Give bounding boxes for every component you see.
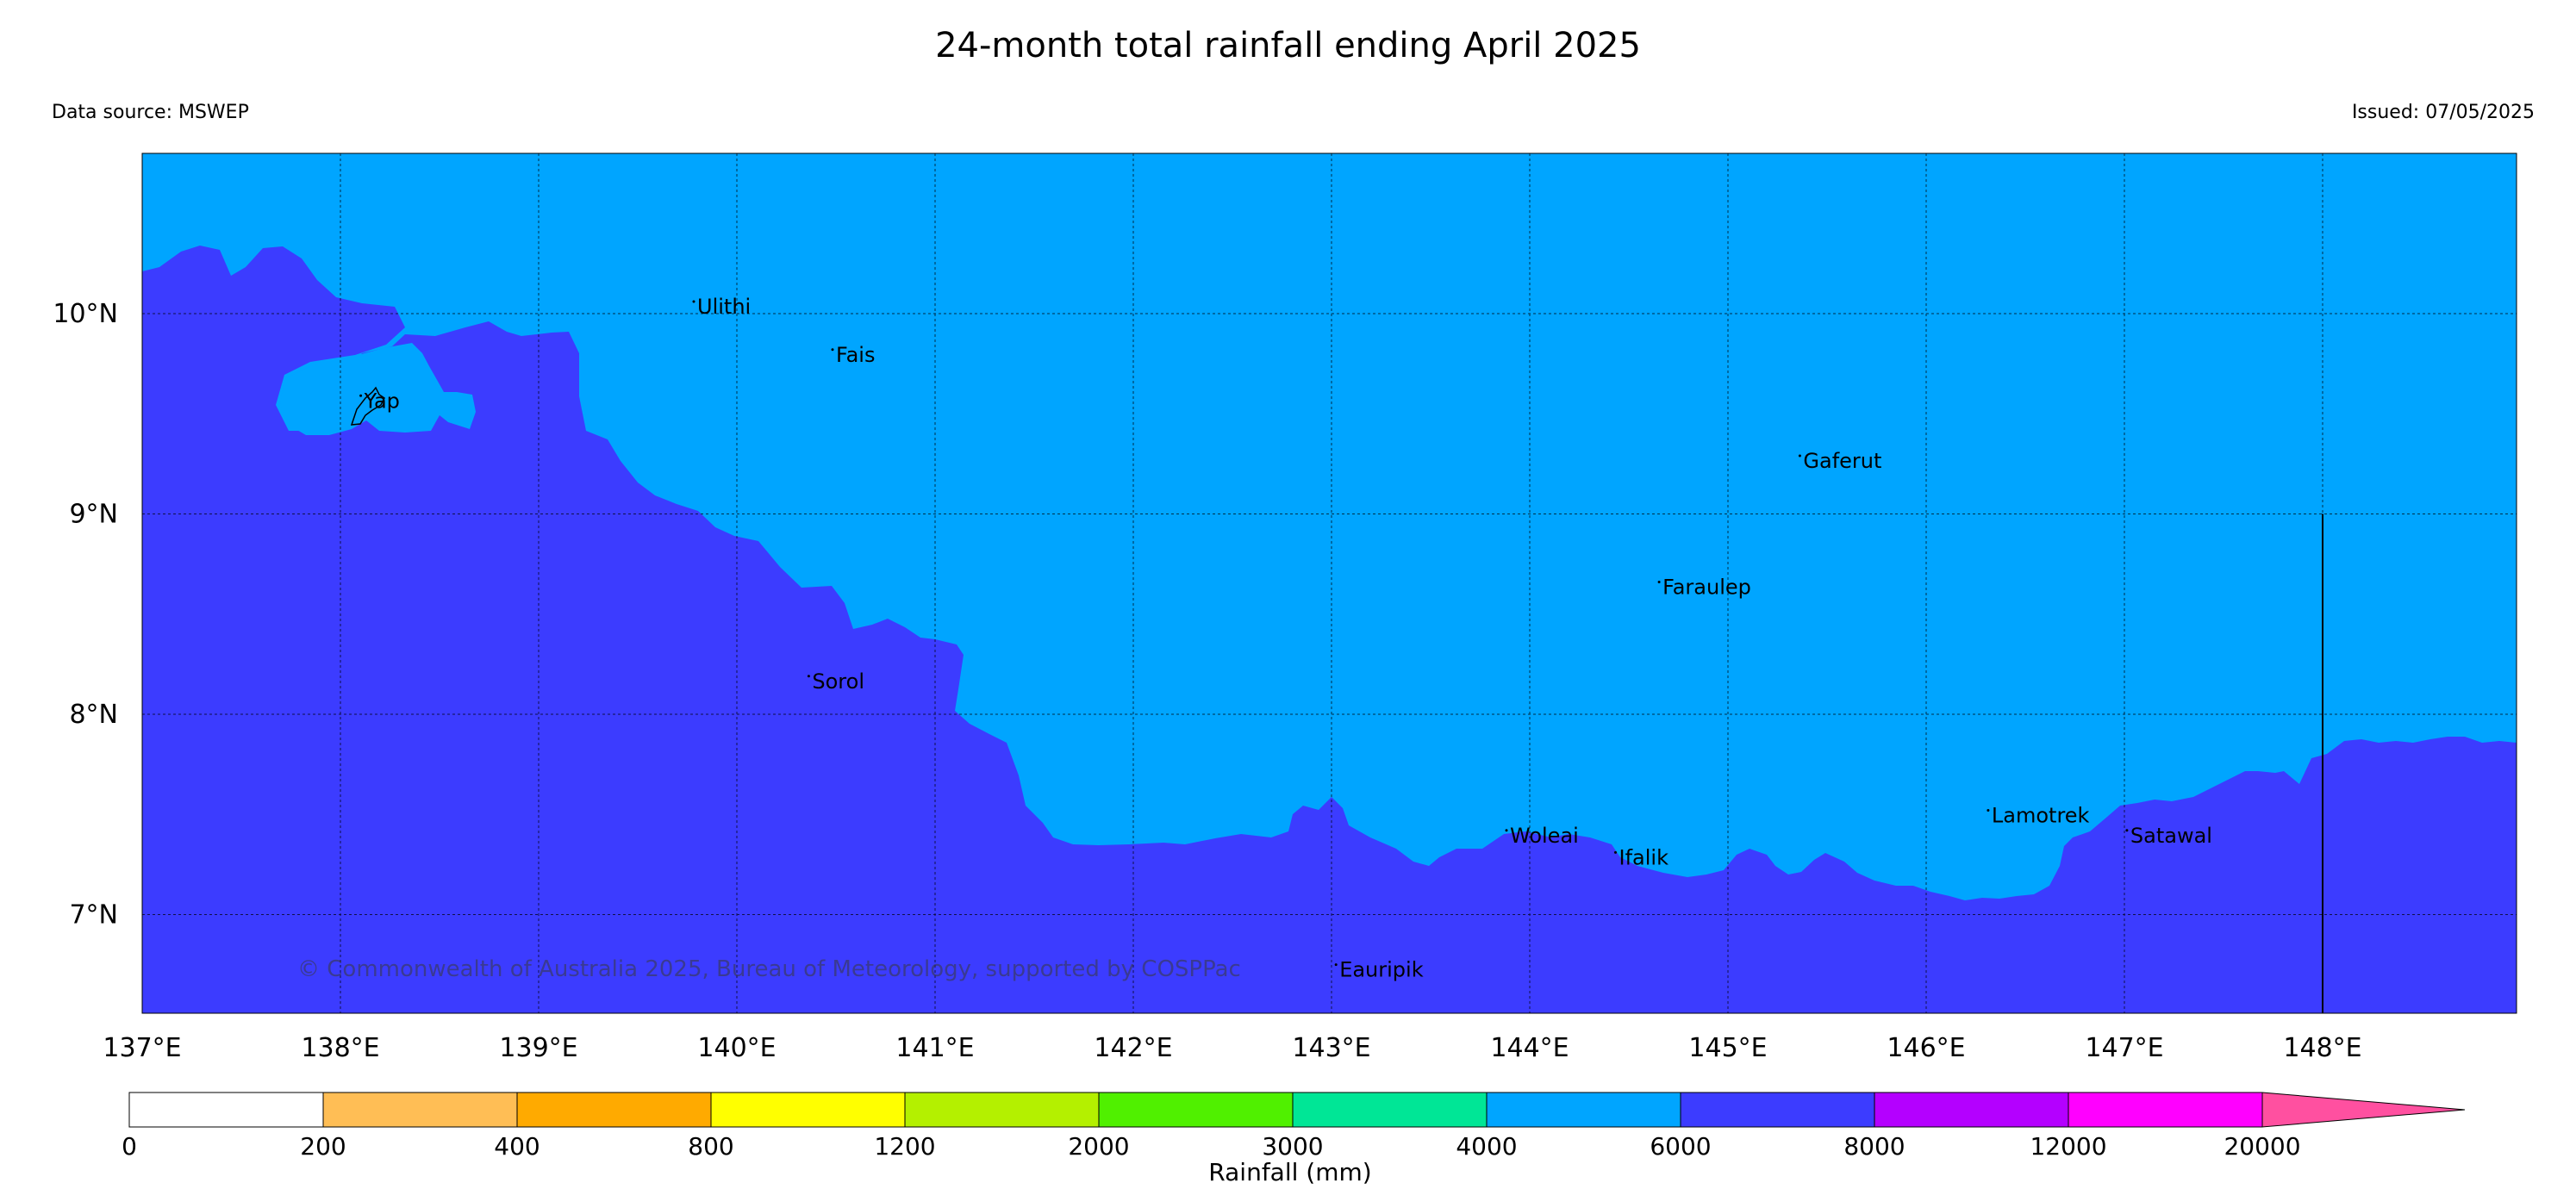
lon-tick-label: 139°E	[499, 1033, 577, 1063]
colorbar-segment	[1874, 1092, 2069, 1128]
rainfall-pocket-yap	[280, 343, 476, 435]
place-marker-sorol	[807, 675, 810, 678]
place-marker-eauripik	[1334, 963, 1338, 967]
lon-tick-label: 145°E	[1688, 1033, 1767, 1063]
lat-tick-label: 9°N	[69, 500, 118, 530]
place-label-gaferut: Gaferut	[1803, 449, 1881, 473]
colorbar-label: Rainfall (mm)	[1208, 1158, 1371, 1186]
yap-island	[350, 386, 385, 426]
lat-tick-label: 10°N	[53, 299, 118, 329]
lon-tick-label: 143°E	[1292, 1033, 1370, 1063]
place-label-woleai: Woleai	[1510, 824, 1579, 848]
colorbar-tick-label: 8000	[1843, 1132, 1905, 1161]
place-label-faraulep: Faraulep	[1662, 576, 1751, 600]
colorbar-tick-label: 4000	[1456, 1132, 1517, 1161]
place-label-yap: Yap	[364, 389, 400, 413]
place-marker-faraulep	[1657, 581, 1661, 583]
colorbar-extend-arrow	[2261, 1092, 2466, 1128]
place-marker-fais	[831, 348, 834, 352]
colorbar-tick-label: 200	[300, 1132, 346, 1161]
colorbar-tick-label: 3000	[1262, 1132, 1323, 1161]
colorbar-tick-label: 6000	[1650, 1132, 1711, 1161]
place-label-eauripik: Eauripik	[1339, 958, 1424, 982]
colorbar-segment	[1098, 1092, 1294, 1128]
lon-tick-label: 138°E	[301, 1033, 379, 1063]
place-label-fais: Fais	[836, 343, 875, 367]
colorbar-segment	[710, 1092, 906, 1128]
lon-tick-label: 137°E	[103, 1033, 181, 1063]
place-marker-ulithi	[692, 300, 695, 303]
lat-tick-label: 8°N	[69, 700, 118, 730]
colorbar-segment	[904, 1092, 1100, 1128]
data-source-label: Data source: MSWEP	[52, 102, 249, 123]
place-label-lamotrek: Lamotrek	[1992, 804, 2090, 828]
colorbar-segment	[516, 1092, 712, 1128]
colorbar-tick-label: 2000	[1068, 1132, 1129, 1161]
colorbar-segment	[1292, 1092, 1488, 1128]
place-label-ifalik: Ifalik	[1619, 845, 1669, 869]
place-marker-ifalik	[1614, 850, 1617, 854]
colorbar-tick-label: 400	[494, 1132, 540, 1161]
rainfall-colorbar: 0 200 400 800 1200 2000 3000 4000 6000 8000 12000 2…	[122, 1092, 2466, 1161]
colorbar-segment	[322, 1092, 518, 1128]
lon-tick-label: 142°E	[1094, 1033, 1172, 1063]
place-label-satawal: Satawal	[2130, 824, 2212, 848]
map-title: 24-month total rainfall ending April 202…	[935, 26, 1641, 65]
place-labels: Ulithi Fais Yap Gaferut Faraulep Sorol Woleai I…	[359, 295, 2212, 982]
colorbar-segment	[2068, 1092, 2263, 1128]
map-frame	[141, 153, 2517, 1014]
lon-tick-label: 146°E	[1887, 1033, 1965, 1063]
rainfall-band-6000-8000	[142, 246, 2517, 1013]
copyright-notice: © Commonwealth of Australia 2025, Bureau…	[297, 956, 1241, 982]
lon-tick-label: 141°E	[895, 1033, 974, 1063]
lon-tick-label: 144°E	[1490, 1033, 1569, 1063]
lat-tick-label: 7°N	[69, 900, 118, 931]
lon-tick-label: 148°E	[2283, 1033, 2361, 1063]
colorbar-tick-label: 800	[688, 1132, 733, 1161]
lon-tick-label: 140°E	[697, 1033, 776, 1063]
place-label-ulithi: Ulithi	[697, 295, 751, 319]
colorbar-segment	[1486, 1092, 1681, 1128]
colorbar-tick-label: 20000	[2224, 1132, 2300, 1161]
colorbar-segment	[1680, 1092, 1875, 1128]
colorbar-segment	[128, 1092, 324, 1128]
place-label-sorol: Sorol	[812, 669, 864, 694]
latitude-labels: 10°N 9°N 8°N 7°N	[53, 299, 118, 931]
place-marker-lamotrek	[1987, 809, 1990, 812]
place-marker-yap	[359, 394, 363, 397]
longitude-labels: 137°E 138°E 139°E 140°E 141°E 142°E 143°E 144°E…	[103, 1033, 2361, 1063]
lon-tick-label: 147°E	[2085, 1033, 2163, 1063]
colorbar-tick-label: 0	[122, 1132, 137, 1161]
colorbar-tick-label: 1200	[874, 1132, 935, 1161]
colorbar-tick-label: 12000	[2030, 1132, 2106, 1161]
place-marker-gaferut	[1798, 454, 1801, 458]
place-marker-woleai	[1505, 829, 1508, 832]
place-marker-satawal	[2125, 829, 2129, 832]
issued-date-label: Issued: 07/05/2025	[2351, 102, 2535, 123]
